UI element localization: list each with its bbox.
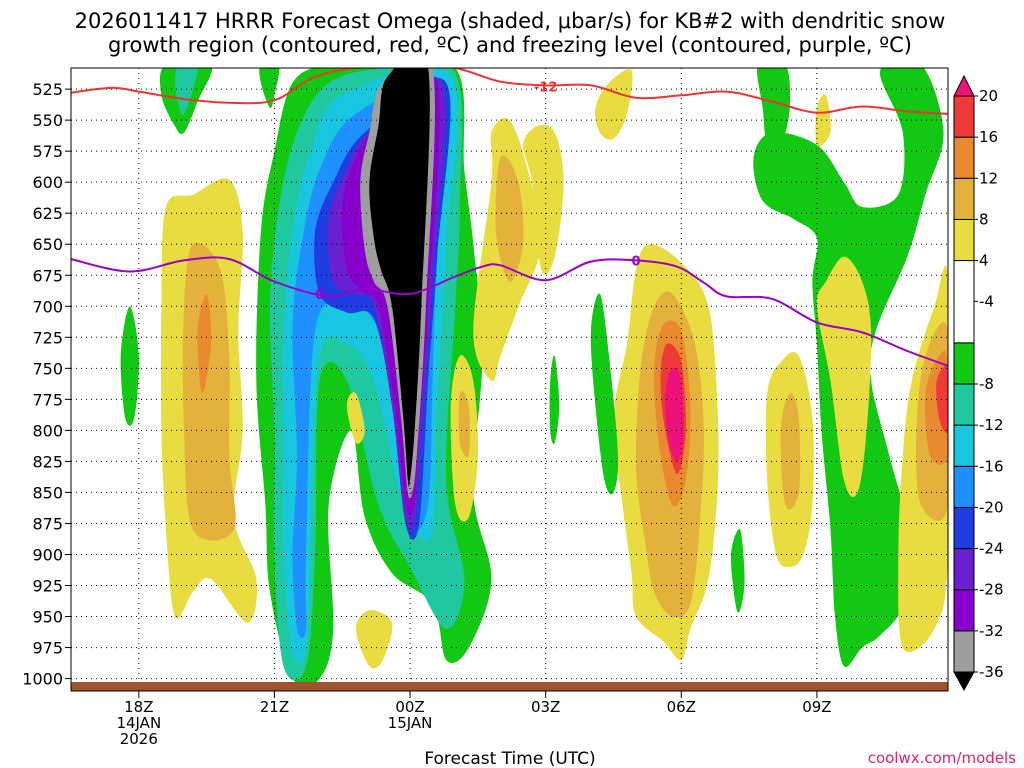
title-line-1: 2026011417 HRRR Forecast Omega (shaded, … bbox=[75, 9, 946, 33]
omega-region-22 bbox=[355, 610, 393, 669]
colorbar-swatch-10 bbox=[953, 218, 975, 262]
colorbar-label-8: -16 bbox=[979, 457, 1004, 475]
x-tick-label-0-1: 14JAN bbox=[116, 714, 161, 732]
y-tick-label-0: 525 bbox=[32, 80, 63, 99]
plot-frame bbox=[70, 67, 949, 692]
freezing-label-2: 0 bbox=[315, 288, 324, 303]
colorbar-label-10: -24 bbox=[979, 540, 1004, 558]
colorbar-swatch-8 bbox=[953, 342, 975, 385]
colorbar-label-12: -32 bbox=[979, 622, 1004, 640]
omega-region-14 bbox=[197, 293, 212, 394]
colorbar-swatch-13 bbox=[953, 95, 975, 138]
omega-region-21 bbox=[458, 391, 470, 458]
y-tick-label-12: 825 bbox=[32, 452, 63, 471]
x-tick-label-2-0: 00Z bbox=[395, 698, 424, 716]
plot-area: -12 0 0 bbox=[70, 67, 949, 692]
omega-region-37 bbox=[757, 68, 791, 150]
colorbar-label-5: -4 bbox=[979, 292, 994, 310]
omega-region-15 bbox=[120, 306, 139, 426]
omega-region-19 bbox=[495, 155, 524, 282]
omega-region-30 bbox=[549, 355, 560, 445]
omega-region-38 bbox=[815, 94, 831, 147]
freezing-level-line bbox=[71, 256, 948, 367]
colorbar-bottom-arrow bbox=[953, 671, 975, 692]
omega-region-33 bbox=[730, 529, 745, 613]
x-tick-label-2-1: 15JAN bbox=[388, 714, 433, 732]
colorbar-label-6: -8 bbox=[979, 375, 994, 393]
y-tick-label-16: 925 bbox=[32, 577, 63, 596]
dgz-contour-line bbox=[71, 68, 948, 115]
y-tick-label-4: 625 bbox=[32, 204, 63, 223]
y-tick-label-14: 875 bbox=[32, 514, 63, 533]
y-tick-label-18: 975 bbox=[32, 639, 63, 658]
y-tick-label-10: 775 bbox=[32, 390, 63, 409]
omega-region-17 bbox=[595, 69, 633, 140]
colorbar-label-2: 12 bbox=[979, 169, 998, 187]
y-tick-label-3: 600 bbox=[32, 173, 63, 192]
colorbar-label-1: 16 bbox=[979, 128, 998, 146]
x-tick-label-0-2: 2026 bbox=[120, 730, 158, 748]
x-tick-label-4-0: 06Z bbox=[667, 698, 696, 716]
colorbar-top-arrow bbox=[953, 74, 975, 97]
y-tick-label-15: 900 bbox=[32, 545, 63, 564]
colorbar-label-3: 8 bbox=[979, 210, 989, 228]
y-tick-label-19: 1000 bbox=[22, 670, 63, 689]
omega-region-36 bbox=[816, 256, 872, 498]
omega-region-42 bbox=[936, 365, 948, 434]
y-tick-label-7: 700 bbox=[32, 297, 63, 316]
colorbar-label-9: -20 bbox=[979, 498, 1004, 516]
y-tick-label-6: 675 bbox=[32, 266, 63, 285]
colorbar-label-11: -28 bbox=[979, 581, 1004, 599]
colorbar-swatch-1 bbox=[953, 630, 975, 673]
colorbar-swatch-7 bbox=[953, 383, 975, 426]
grid-lines bbox=[71, 68, 948, 691]
freezing-label-1: 0 bbox=[632, 254, 641, 269]
y-tick-label-9: 750 bbox=[32, 359, 63, 378]
colorbar-swatch-11 bbox=[953, 177, 975, 220]
terrain-strip bbox=[71, 682, 948, 691]
colorbar-swatch-6 bbox=[953, 424, 975, 467]
contours: -12 0 0 bbox=[71, 68, 948, 367]
x-tick-label-1-0: 21Z bbox=[260, 698, 289, 716]
colorbar-swatch-3 bbox=[953, 548, 975, 591]
title-line-2: growth region (contoured, red, ºC) and f… bbox=[108, 33, 912, 57]
colorbar-swatch-4 bbox=[953, 506, 975, 550]
colorbar-swatch-5 bbox=[953, 465, 975, 508]
colorbar-label-0: 20 bbox=[979, 87, 998, 105]
omega-fills bbox=[120, 68, 948, 688]
y-axis: 525 550 575 600 625 650 675 700 725 750 775 800 825 8… bbox=[22, 80, 71, 689]
y-tick-label-8: 725 bbox=[32, 328, 63, 347]
y-tick-label-13: 850 bbox=[32, 483, 63, 502]
omega-region-23 bbox=[346, 392, 365, 444]
colorbar: 20 16 12 8 4 -4 -8 -12 -16 -20 -24 -28 -32 -36 bbox=[953, 74, 1004, 692]
omega-region-13 bbox=[182, 242, 236, 541]
y-tick-label-1: 550 bbox=[32, 111, 63, 130]
credit-link[interactable]: coolwx.com/models bbox=[868, 749, 1016, 767]
y-tick-label-2: 575 bbox=[32, 142, 63, 161]
omega-region-10 bbox=[175, 68, 199, 115]
omega-region-32 bbox=[780, 392, 801, 510]
y-tick-label-17: 950 bbox=[32, 608, 63, 627]
omega-region-28 bbox=[665, 367, 684, 462]
omega-region-8 bbox=[369, 68, 430, 488]
colorbar-label-7: -12 bbox=[979, 416, 1004, 434]
omega-region-29 bbox=[590, 293, 619, 495]
y-tick-label-11: 800 bbox=[32, 421, 63, 440]
y-tick-label-5: 650 bbox=[32, 235, 63, 254]
omega-region-16 bbox=[523, 124, 564, 275]
chart-title: 2026011417 HRRR Forecast Omega (shaded, … bbox=[75, 9, 946, 57]
x-axis-label: Forecast Time (UTC) bbox=[424, 749, 595, 768]
colorbar-label-4: 4 bbox=[979, 252, 989, 270]
x-tick-label-0-0: 18Z bbox=[124, 698, 153, 716]
colorbar-label-13: -36 bbox=[979, 663, 1004, 681]
dgz-contour-label: -12 bbox=[534, 81, 558, 96]
colorbar-swatch-2 bbox=[953, 589, 975, 632]
colorbar-swatch-12 bbox=[953, 136, 975, 179]
x-tick-label-5-0: 09Z bbox=[802, 698, 831, 716]
x-tick-label-3-0: 03Z bbox=[531, 698, 560, 716]
colorbar-swatch-9 bbox=[953, 260, 975, 344]
